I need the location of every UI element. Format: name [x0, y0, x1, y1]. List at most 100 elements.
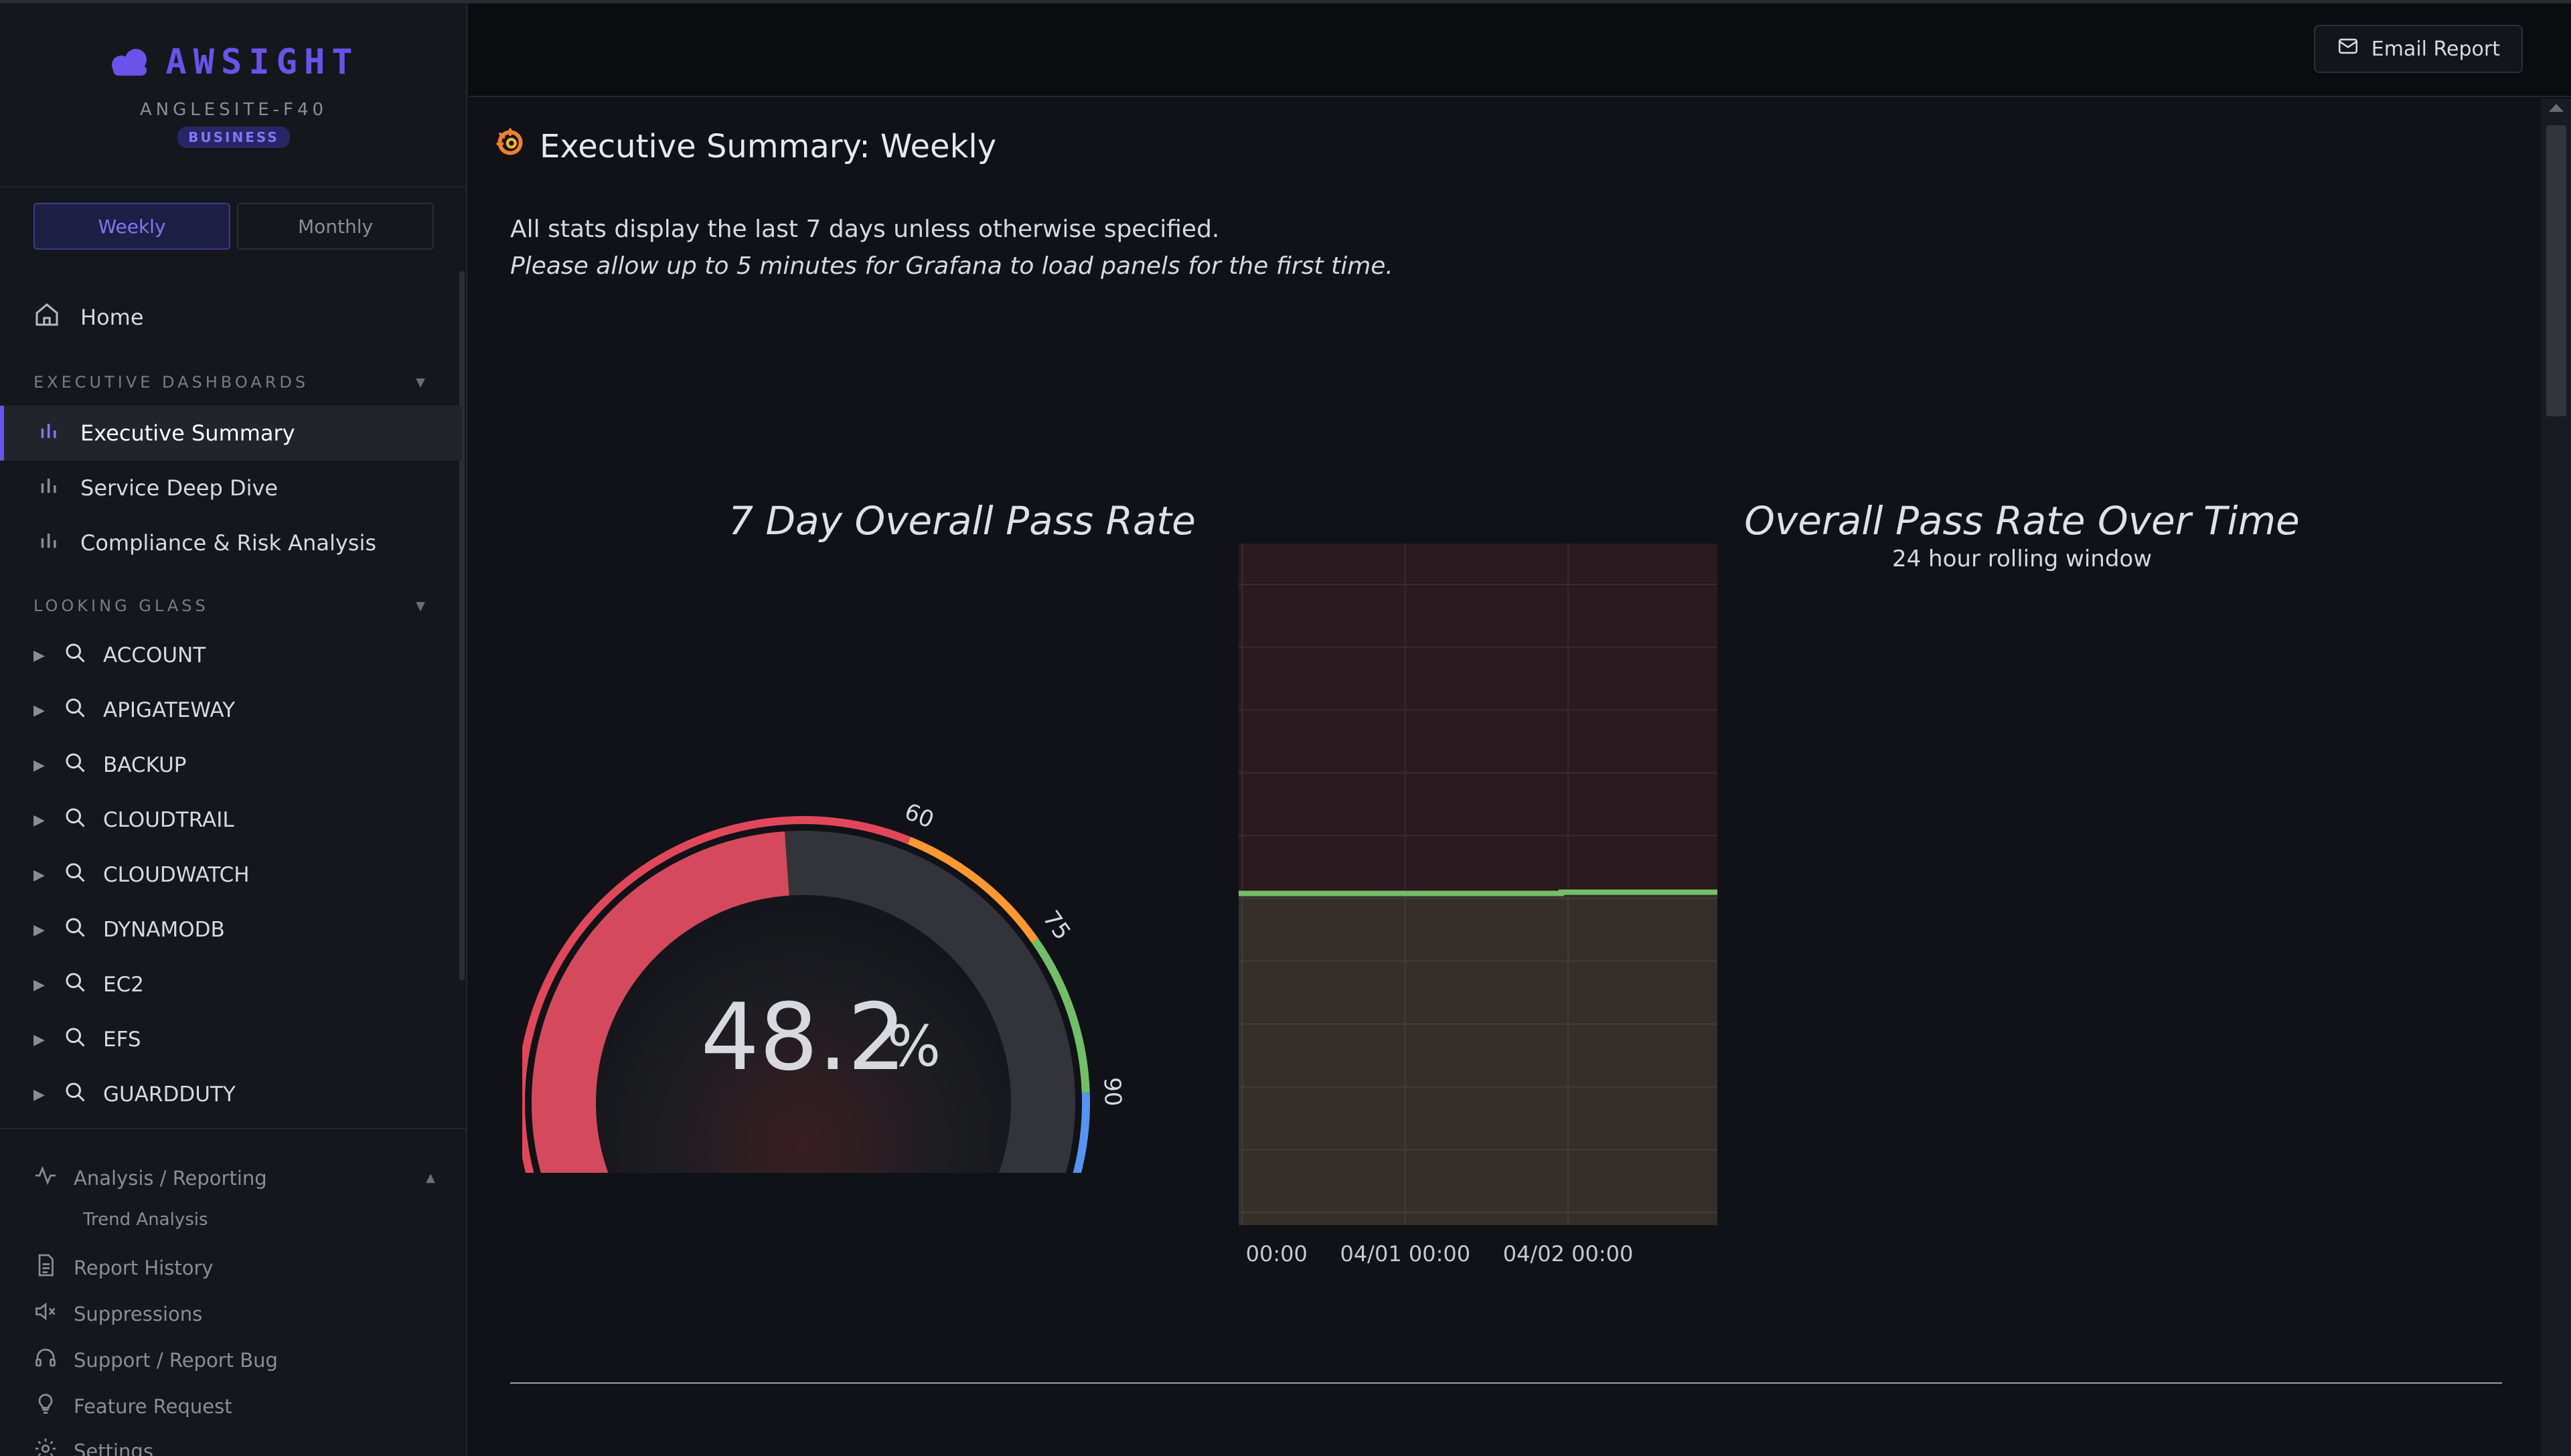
divider [0, 1128, 466, 1129]
activity-icon [33, 1163, 58, 1192]
section-looking-glass[interactable]: LOOKING GLASS ▼ [33, 596, 428, 615]
sidebar-item-backup[interactable]: ▶ BACKUP [33, 745, 449, 785]
pass-rate-chart: 43%44%45%46%47%48%49%50%51%52%53%03/27 0… [1239, 544, 1717, 1267]
expand-triangle-icon[interactable]: ▶ [33, 647, 45, 664]
sidebar-item-label: APIGATEWAY [103, 698, 236, 722]
gear-icon [33, 1437, 58, 1456]
gauge-threshold-0 [522, 816, 911, 1201]
top-border [0, 0, 2571, 3]
sidebar-item-label: Executive Summary [80, 420, 295, 446]
gauge-threshold-2 [1031, 938, 1090, 1093]
sidebar-item-label: Service Deep Dive [80, 475, 279, 501]
gauge-tick-label: 60 [901, 798, 937, 833]
gauge-value: 48.2 [700, 983, 906, 1091]
brand: AWSIGHT ANGLESITE-F40 BUSINESS [0, 42, 466, 148]
brand-name[interactable]: AWSIGHT [165, 42, 360, 82]
gauge-center [591, 890, 1016, 1236]
x-tick-label: 04/01 00:00 [1340, 1241, 1470, 1267]
sidebar-item-home[interactable]: Home [33, 301, 144, 333]
period-toggle: Weekly Monthly [33, 203, 434, 250]
gauge-threshold-1 [907, 837, 1038, 943]
caret-up-icon: ▲ [426, 1171, 435, 1185]
search-icon [63, 641, 87, 670]
sidebar-item-label: Report History [74, 1256, 214, 1279]
sidebar-item-service-deep-dive[interactable]: Service Deep Dive [0, 461, 462, 515]
sidebar-item-label: Compliance & Risk Analysis [80, 530, 376, 556]
search-icon [63, 1080, 87, 1109]
sidebar-scrollbar[interactable] [459, 271, 465, 981]
sidebar-item-label: Suppressions [74, 1302, 203, 1325]
weekly-button[interactable]: Weekly [33, 203, 230, 250]
lightbulb-icon [33, 1392, 58, 1421]
bar-chart-icon [37, 529, 60, 557]
expand-triangle-icon[interactable]: ▶ [33, 921, 45, 939]
email-report-button[interactable]: Email Report [2313, 25, 2523, 73]
gauge-mask [522, 1173, 1245, 1236]
expand-triangle-icon[interactable]: ▶ [33, 1031, 45, 1048]
sidebar-item-label: Analysis / Reporting [74, 1166, 267, 1190]
cloud-logo-icon [108, 48, 151, 77]
sidebar-item-efs[interactable]: ▶ EFS [33, 1020, 449, 1060]
mute-icon [33, 1299, 58, 1328]
expand-triangle-icon[interactable]: ▶ [33, 702, 45, 719]
expand-triangle-icon[interactable]: ▶ [33, 976, 45, 993]
sidebar-item-dynamodb[interactable]: ▶ DYNAMODB [33, 910, 449, 950]
scrollbar-thumb[interactable] [2546, 125, 2566, 416]
sidebar-item-label: EFS [103, 1028, 141, 1052]
sidebar-item-analysis-reporting[interactable]: Analysis / Reporting ▲ [33, 1163, 435, 1192]
sidebar-item-ec2[interactable]: ▶ EC2 [33, 965, 449, 1005]
gauge-panel-title: 7 Day Overall Pass Rate [728, 498, 1196, 544]
bar-chart-icon [37, 474, 60, 502]
search-icon [63, 970, 87, 999]
caret-down-icon: ▼ [416, 598, 428, 613]
sidebar-item-label: DYNAMODB [103, 918, 225, 942]
expand-triangle-icon[interactable]: ▶ [33, 1086, 45, 1103]
scroll-up-arrow-icon[interactable] [2549, 104, 2564, 112]
sidebar-item-feature-request[interactable]: Feature Request [33, 1392, 232, 1421]
monthly-button[interactable]: Monthly [237, 203, 434, 250]
threshold-band [1239, 544, 1717, 1225]
gauge-tick-label: 90 [1098, 1077, 1125, 1107]
sidebar-item-label: CLOUDTRAIL [103, 808, 234, 832]
chart-panel-title: Overall Pass Rate Over Time [1744, 498, 2300, 544]
search-icon [63, 915, 87, 945]
sidebar-item-support[interactable]: Support / Report Bug [33, 1346, 278, 1374]
sidebar-item-cloudwatch[interactable]: ▶ CLOUDWATCH [33, 855, 449, 895]
main-scrollbar[interactable] [2541, 98, 2571, 1456]
sidebar-item-label: Settings [74, 1439, 153, 1456]
sidebar-item-report-history[interactable]: Report History [33, 1253, 214, 1282]
sidebar-item-label: Support / Report Bug [74, 1348, 278, 1372]
series-line[interactable] [1239, 597, 1717, 1165]
sidebar-item-account[interactable]: ▶ ACCOUNT [33, 635, 449, 675]
sidebar-item-executive-summary[interactable]: Executive Summary [0, 406, 462, 461]
expand-triangle-icon[interactable]: ▶ [33, 811, 45, 829]
sidebar-item-guardduty[interactable]: ▶ GUARDDUTY [33, 1074, 449, 1115]
page-title: Executive Summary: Weekly [495, 128, 996, 165]
search-icon [63, 750, 87, 780]
sidebar-item-apigateway[interactable]: ▶ APIGATEWAY [33, 690, 449, 730]
sidebar-item-settings[interactable]: Settings [33, 1437, 153, 1456]
x-tick-label: 04/02 00:00 [1503, 1241, 1634, 1267]
grafana-logo-icon [495, 128, 525, 165]
divider [0, 186, 466, 187]
gauge-unit: % [887, 1014, 941, 1079]
sidebar-item-label: EC2 [103, 973, 144, 997]
sidebar-item-compliance-risk[interactable]: Compliance & Risk Analysis [0, 515, 462, 570]
sidebar-item-cloudtrail[interactable]: ▶ CLOUDTRAIL [33, 800, 449, 840]
pass-rate-gauge: 0607590100 48.2 % [522, 798, 1245, 1236]
section-label: EXECUTIVE DASHBOARDS [33, 373, 309, 392]
sidebar-item-suppressions[interactable]: Suppressions [33, 1299, 202, 1328]
search-icon [63, 696, 87, 725]
series-area [1239, 892, 1717, 1225]
sidebar-item-label: Feature Request [74, 1394, 232, 1418]
x-tick-label: 03/31 00:00 [1239, 1241, 1308, 1267]
expand-triangle-icon[interactable]: ▶ [33, 756, 45, 774]
sidebar-item-trend-analysis[interactable]: Trend Analysis [83, 1210, 208, 1230]
expand-triangle-icon[interactable]: ▶ [33, 866, 45, 884]
sidebar-item-label: GUARDDUTY [103, 1082, 236, 1107]
caret-down-icon: ▼ [416, 375, 428, 390]
search-icon [63, 1025, 87, 1054]
section-executive-dashboards[interactable]: EXECUTIVE DASHBOARDS ▼ [33, 373, 428, 392]
sidebar-item-label: Home [80, 305, 144, 330]
main-content: Executive Summary: Weekly All stats disp… [469, 98, 2544, 1456]
